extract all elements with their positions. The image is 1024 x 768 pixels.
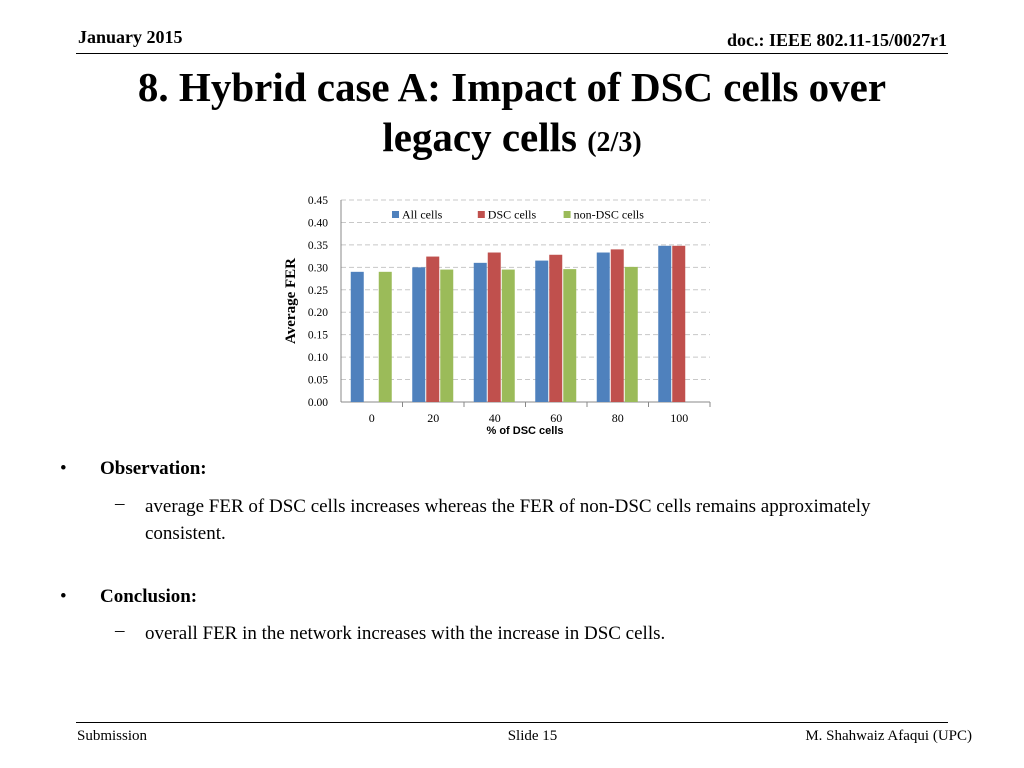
bar-dsc-cells xyxy=(426,256,440,402)
y-tick-label: 0.45 xyxy=(308,195,328,207)
sub-bullet-dash: – xyxy=(115,620,125,641)
bar-dsc-cells xyxy=(549,254,563,402)
title-suffix: (2/3) xyxy=(587,127,642,158)
x-tick-label: 100 xyxy=(670,411,688,425)
legend-swatch xyxy=(477,211,485,218)
x-tick-label: 80 xyxy=(612,411,624,425)
slide-title: 8. Hybrid case A: Impact of DSC cells ov… xyxy=(40,62,984,168)
footer-rule xyxy=(76,722,948,723)
bullet-dot: • xyxy=(60,586,67,607)
header-doc-id: doc.: IEEE 802.11-15/0027r1 xyxy=(726,30,947,50)
x-tick-label: 60 xyxy=(550,411,562,425)
bar-non-dsc-cells xyxy=(624,266,638,402)
bar-all-cells xyxy=(658,245,672,402)
bar-non-dsc-cells xyxy=(563,269,577,402)
y-tick-label: 0.30 xyxy=(308,262,328,274)
title-line-1: 8. Hybrid case A: Impact of DSC cells ov… xyxy=(137,64,887,110)
x-tick-label: 40 xyxy=(489,411,501,425)
bar-dsc-cells xyxy=(487,252,501,402)
bar-non-dsc-cells xyxy=(378,271,392,402)
y-tick-label: 0.35 xyxy=(308,240,328,252)
title-line-2: legacy cells (2/3) xyxy=(40,112,984,168)
y-axis-title: Average FER xyxy=(283,258,299,344)
bar-non-dsc-cells xyxy=(501,269,515,402)
bullet-dot: • xyxy=(60,458,67,479)
title-line-2-main: legacy cells xyxy=(382,114,577,160)
y-tick-label: 0.10 xyxy=(308,352,328,364)
bar-non-dsc-cells xyxy=(440,269,454,402)
header-date: January 2015 xyxy=(78,27,183,47)
bullet-label: Conclusion: xyxy=(100,586,198,607)
y-tick-label: 0.25 xyxy=(308,285,328,297)
bar-dsc-cells xyxy=(610,249,624,402)
y-tick-label: 0.00 xyxy=(308,397,328,409)
legend-swatch xyxy=(563,211,571,218)
fer-bar-chart: 0.00 0.05 0.10 0.15 0.20 0.25 0.30 0.35 0.40 0.45… xyxy=(270,188,730,453)
bar-all-cells xyxy=(535,260,549,402)
x-tick-label: 0 xyxy=(369,411,375,425)
y-tick-label: 0.15 xyxy=(308,330,328,342)
x-tick-label: 20 xyxy=(427,411,439,425)
legend-swatch xyxy=(392,211,399,218)
bar-all-cells xyxy=(596,252,610,402)
legend-label: DSC cells xyxy=(488,208,537,222)
bar-all-cells xyxy=(412,267,426,402)
header-rule xyxy=(76,53,948,54)
footer-slide-number: Slide 15 xyxy=(507,728,558,744)
legend-label: non-DSC cells xyxy=(574,208,645,222)
y-tick-label: 0.40 xyxy=(308,217,328,229)
footer-submission: Submission xyxy=(77,728,148,744)
bar-all-cells xyxy=(350,271,364,402)
sub-bullet-text: average FER of DSC cells increases where… xyxy=(145,496,871,544)
bar-all-cells xyxy=(473,262,487,402)
x-axis-title: % of DSC cells xyxy=(486,425,563,437)
chart-svg: 0.00 0.05 0.10 0.15 0.20 0.25 0.30 0.35 0.40 0.45… xyxy=(283,195,711,437)
bullet-label: Observation: xyxy=(100,458,207,479)
sub-bullet-dash: – xyxy=(115,493,125,514)
y-tick-label: 0.20 xyxy=(308,307,328,319)
footer-author: M. Shahwaiz Afaqui (UPC) xyxy=(805,728,972,744)
legend-label: All cells xyxy=(402,208,443,222)
sub-bullet-text: overall FER in the network increases wit… xyxy=(145,623,666,644)
y-tick-label: 0.05 xyxy=(308,375,328,387)
bar-dsc-cells xyxy=(672,245,686,402)
